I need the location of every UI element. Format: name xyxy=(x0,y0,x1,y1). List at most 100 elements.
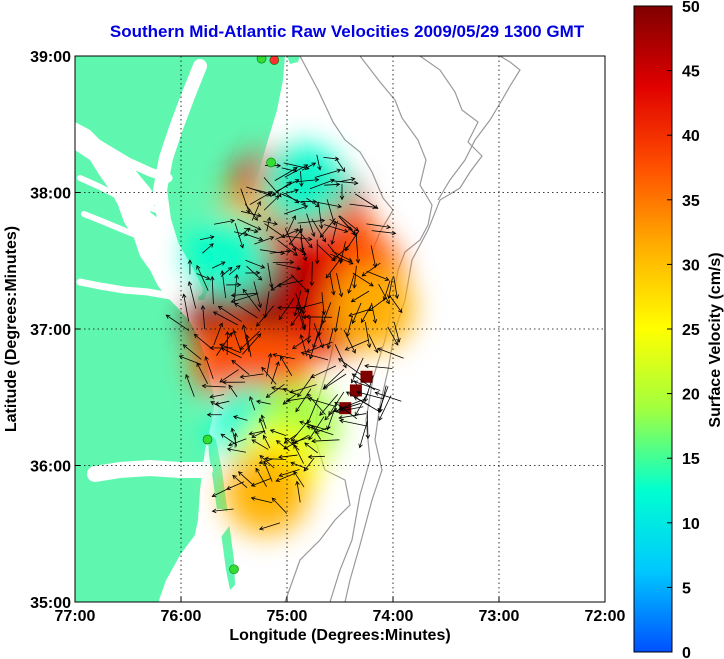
velocity-patch xyxy=(223,450,308,535)
velocity-arrow xyxy=(299,421,327,431)
velocity-arrow-head xyxy=(314,429,320,434)
velocity-arrow-head xyxy=(299,182,304,188)
velocity-arrow-head xyxy=(233,302,239,307)
velocity-arrow-head xyxy=(250,482,256,487)
velocity-arrow xyxy=(290,462,309,470)
velocity-arrow xyxy=(346,316,353,337)
velocity-arrow-head xyxy=(220,270,225,275)
velocity-arrow-head xyxy=(264,456,269,461)
velocity-arrow xyxy=(233,330,242,353)
velocity-arrow-head xyxy=(256,322,261,327)
velocity-arrow xyxy=(366,410,369,439)
velocity-arrow-head xyxy=(228,332,233,337)
velocity-arrow-head xyxy=(220,347,226,352)
velocity-arrow xyxy=(307,393,326,415)
velocity-arrow xyxy=(306,341,333,353)
velocity-arrow xyxy=(240,373,264,378)
velocity-arrow-head xyxy=(193,333,199,339)
velocity-arrow xyxy=(366,223,391,228)
velocity-arrow xyxy=(354,391,369,416)
velocity-arrow-head xyxy=(259,455,265,460)
velocity-arrow xyxy=(361,304,372,323)
velocity-arrow-head xyxy=(298,228,303,233)
velocity-arrow-head xyxy=(266,192,272,197)
velocity-arrow-head xyxy=(353,396,359,401)
velocity-arrow-head xyxy=(319,411,324,416)
velocity-arrow xyxy=(300,171,302,187)
velocity-arrow-head xyxy=(289,389,295,394)
velocity-arrow-head xyxy=(276,282,282,288)
velocity-arrow xyxy=(368,333,379,353)
velocity-arrow xyxy=(194,334,213,350)
velocity-arrow xyxy=(238,471,255,487)
velocity-arrow-head xyxy=(260,414,265,420)
velocity-arrow xyxy=(253,281,261,308)
velocity-arrow-head xyxy=(231,359,237,365)
x-axis-ticks: 77:00 76:00 75:00 74:00 73:00 72:00 xyxy=(55,597,626,625)
velocity-arrow-head xyxy=(256,200,262,206)
velocity-arrow-head xyxy=(196,264,201,270)
velocity-arrow-head xyxy=(258,526,264,531)
velocity-arrow-head xyxy=(377,347,382,352)
velocity-arrow-head xyxy=(348,260,354,265)
velocity-arrow-head xyxy=(307,454,313,460)
velocity-arrow xyxy=(212,508,234,512)
bathymetry-contour-abyss xyxy=(437,56,521,201)
velocity-arrow-head xyxy=(291,215,296,220)
colorbar-tick-label: 35 xyxy=(682,193,700,210)
velocity-arrow-head xyxy=(319,343,324,349)
velocity-arrow-head xyxy=(256,226,262,231)
velocity-arrow xyxy=(320,218,336,238)
velocity-arrow xyxy=(286,215,296,235)
velocity-arrow-head xyxy=(326,344,332,350)
velocity-arrow-head xyxy=(263,313,268,319)
y-tick-label: 35:00 xyxy=(30,595,71,612)
velocity-arrow-head xyxy=(250,496,256,501)
velocity-arrow-head xyxy=(258,459,264,465)
velocity-arrow xyxy=(183,294,190,322)
velocity-arrow xyxy=(231,293,258,303)
velocity-arrow xyxy=(348,273,355,294)
velocity-arrow xyxy=(264,291,270,318)
velocity-arrow xyxy=(323,368,345,389)
velocity-arrow xyxy=(355,236,359,263)
y-tick-label: 38:00 xyxy=(30,186,71,203)
colorbar-ticks: 0 5 10 15 20 25 30 35 40 45 50 xyxy=(667,0,700,659)
velocity-arrow xyxy=(232,475,248,488)
velocity-arrow-head xyxy=(278,472,284,478)
velocity-arrow xyxy=(378,283,390,304)
velocity-arrow-head xyxy=(325,273,331,279)
velocity-arrow xyxy=(296,227,313,249)
velocity-arrow xyxy=(270,429,287,436)
velocity-arrow-head xyxy=(351,348,356,354)
velocity-arrow-head xyxy=(219,343,225,348)
velocity-arrow-head xyxy=(348,226,353,231)
velocity-arrow-head xyxy=(300,351,306,356)
velocity-arrow xyxy=(371,302,376,324)
velocity-arrow xyxy=(166,314,190,331)
velocity-arrow-head xyxy=(351,373,357,378)
velocity-arrow-head xyxy=(354,411,359,417)
velocity-arrow xyxy=(251,439,269,450)
velocity-arrow-head xyxy=(358,443,363,449)
velocity-arrow xyxy=(266,217,271,232)
delaware-coast xyxy=(287,56,300,64)
velocity-arrow xyxy=(275,229,299,240)
colorbar-tick-label: 0 xyxy=(682,645,691,659)
velocity-arrow xyxy=(292,179,319,183)
velocity-arrow xyxy=(263,195,280,211)
velocity-arrow-head xyxy=(366,343,372,349)
velocity-arrow-head xyxy=(219,378,225,383)
velocity-arrow-head xyxy=(266,216,272,222)
velocity-arrow-head xyxy=(324,415,329,421)
velocity-arrow xyxy=(354,381,381,391)
velocity-arrow xyxy=(349,203,377,208)
velocity-arrow xyxy=(196,273,210,280)
velocity-arrow xyxy=(274,167,298,181)
velocity-arrow xyxy=(216,332,233,356)
velocity-arrow xyxy=(283,162,309,170)
velocity-arrow xyxy=(249,430,266,435)
velocity-arrow-head xyxy=(228,442,233,447)
velocity-arrow xyxy=(281,167,297,172)
